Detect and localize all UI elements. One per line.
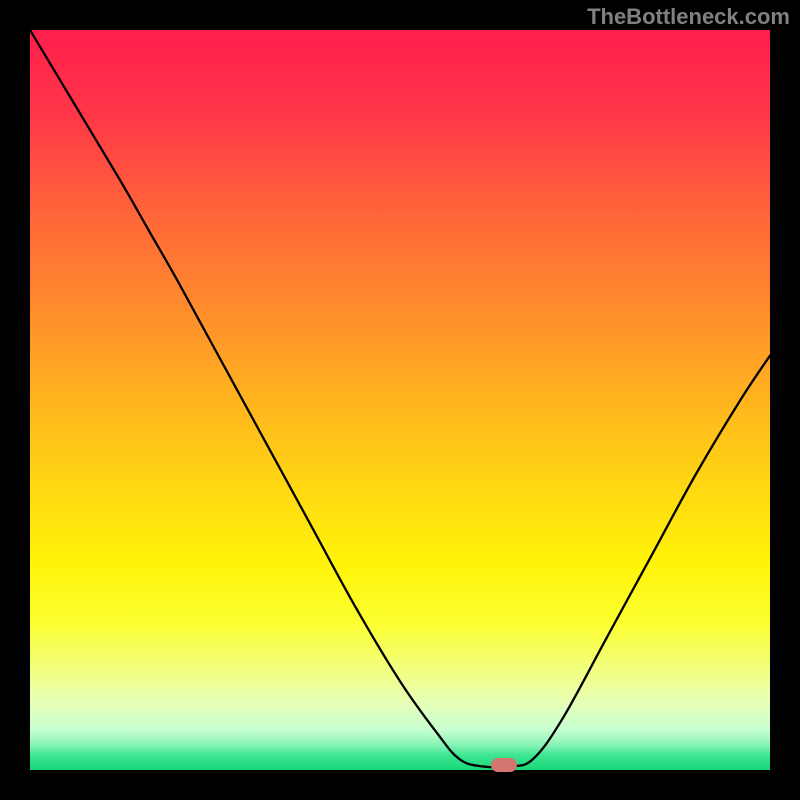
watermark-text: TheBottleneck.com [587, 4, 790, 30]
optimal-marker [491, 758, 517, 772]
plot-area [30, 30, 770, 770]
bottleneck-curve [30, 30, 770, 770]
chart-container: { "watermark": { "text": "TheBottleneck.… [0, 0, 800, 800]
curve-path [30, 30, 770, 767]
